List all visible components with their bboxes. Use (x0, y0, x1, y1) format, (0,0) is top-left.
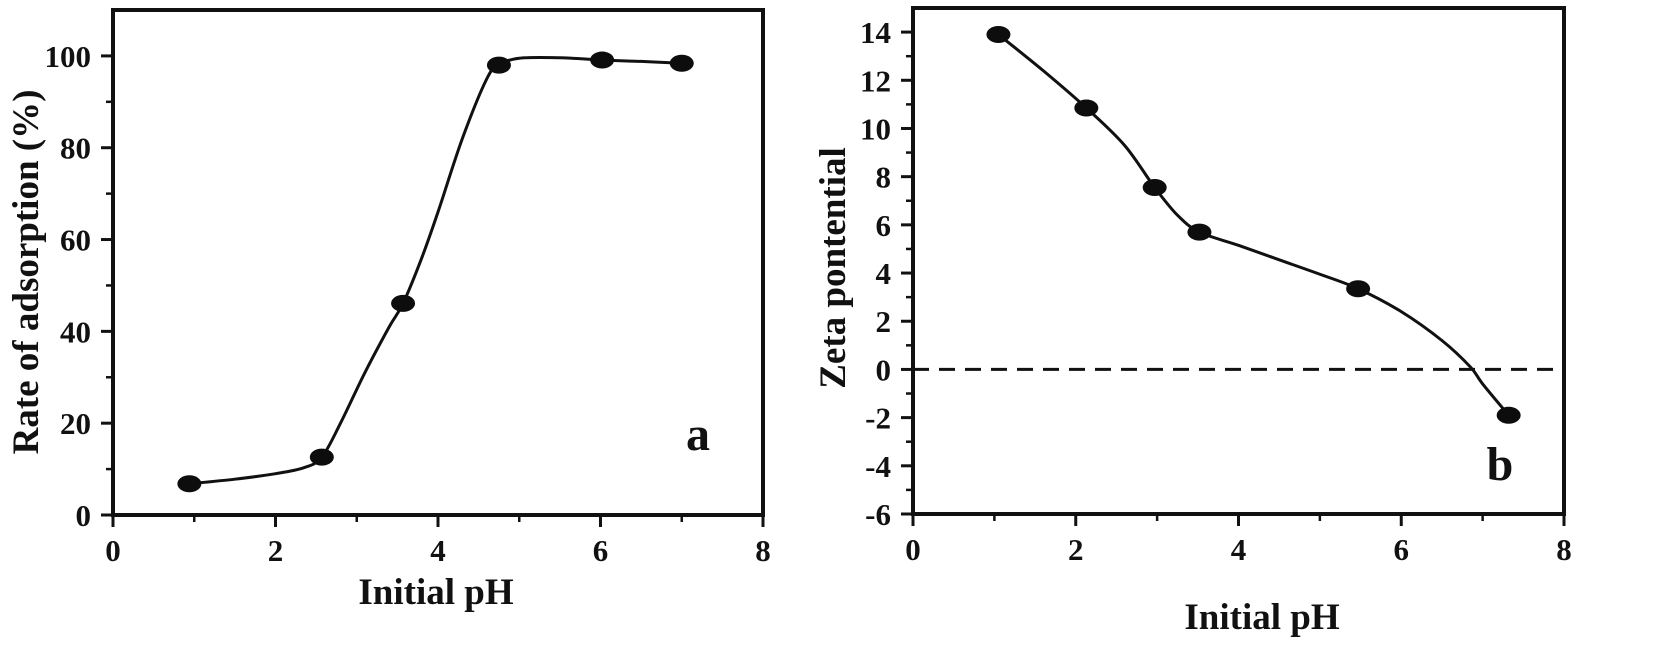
panel-a-x-axis-label: Initial pH (358, 572, 513, 613)
panel-b-data-point (1496, 406, 1521, 424)
panel-b-y-tick-label: 14 (860, 15, 891, 50)
panel-b-data-point (1142, 179, 1167, 197)
panel-a-curve-layer (189, 55, 682, 486)
panel-b-curve-layer (997, 33, 1510, 417)
panel-a-y-tick-label: 80 (60, 131, 91, 166)
panel-a-letter: a (686, 408, 710, 461)
panel-a-data-point (590, 51, 615, 69)
panel-b-y-tick-label: -2 (865, 401, 891, 436)
panel-b-letter: b (1487, 438, 1514, 491)
panel-b-data-point (1346, 280, 1371, 298)
panel-a-y-tick-label: 20 (60, 406, 91, 441)
panel-b-data-point (1187, 223, 1212, 241)
panel-b-y-axis-label: Zeta pontential (813, 147, 854, 389)
panel-b-y-tick-label: 0 (876, 352, 892, 387)
panel-a-x-tick-label: 8 (755, 533, 771, 568)
panel-b-y-tick-label: -4 (865, 449, 891, 484)
panel-b-data-point (1074, 99, 1099, 117)
panel-a-x-tick-label: 4 (430, 533, 446, 568)
panel-a-data-point (391, 294, 416, 312)
panel-b-y-tick-label: 8 (876, 160, 892, 195)
panel-b-x-tick-label: 8 (1556, 532, 1572, 567)
panel-b-y-tick-label: 12 (860, 63, 891, 98)
panel-b-data-point (986, 26, 1011, 44)
panel-a-data-point (177, 475, 202, 493)
panel-b-ticks: 0 2 4 6 8 -6 -4 -2 0 2 4 6 8 10 12 14 (860, 15, 1572, 567)
panel-a-series-line (189, 55, 682, 486)
panel-a-y-tick-label: 100 (45, 39, 92, 74)
panel-b-x-tick-label: 4 (1231, 532, 1247, 567)
panel-a-data-point (669, 54, 694, 72)
panel-b-x-axis-label: Initial pH (1184, 597, 1339, 638)
panel-a-x-tick-label: 6 (593, 533, 609, 568)
panel-b-y-tick-label: 10 (860, 111, 891, 146)
panel-b-plot-frame (911, 6, 1566, 516)
panel-a-data-point (309, 448, 334, 466)
panel-a-data-point (486, 56, 511, 74)
panel-b-x-tick-label: 6 (1394, 532, 1410, 567)
panel-a-x-tick-label: 0 (105, 533, 121, 568)
panel-b-x-tick-label: 0 (905, 532, 921, 567)
panel-b-y-tick-label: 2 (876, 304, 892, 339)
panel-b-chart: 0 2 4 6 8 -6 -4 -2 0 2 4 6 8 10 12 14 Initial pH Zeta p… (813, 6, 1572, 638)
panel-a-plot-frame (111, 8, 765, 517)
panel-b-y-tick-label: 6 (876, 208, 892, 243)
panel-b-y-tick-label: -6 (865, 497, 891, 532)
panel-a-y-tick-label: 0 (76, 498, 92, 533)
panel-b-points-layer (986, 26, 1521, 424)
panel-b-x-tick-label: 2 (1068, 532, 1084, 567)
panel-a-y-axis-label: Rate of adsorption (%) (6, 90, 47, 455)
panel-b-series-line (997, 33, 1510, 417)
panel-a-y-tick-label: 60 (60, 223, 91, 258)
panel-b-y-tick-label: 4 (876, 256, 892, 291)
panel-a-y-tick-label: 40 (60, 314, 91, 349)
panel-a-x-tick-label: 2 (268, 533, 284, 568)
panel-a-points-layer (177, 51, 694, 493)
